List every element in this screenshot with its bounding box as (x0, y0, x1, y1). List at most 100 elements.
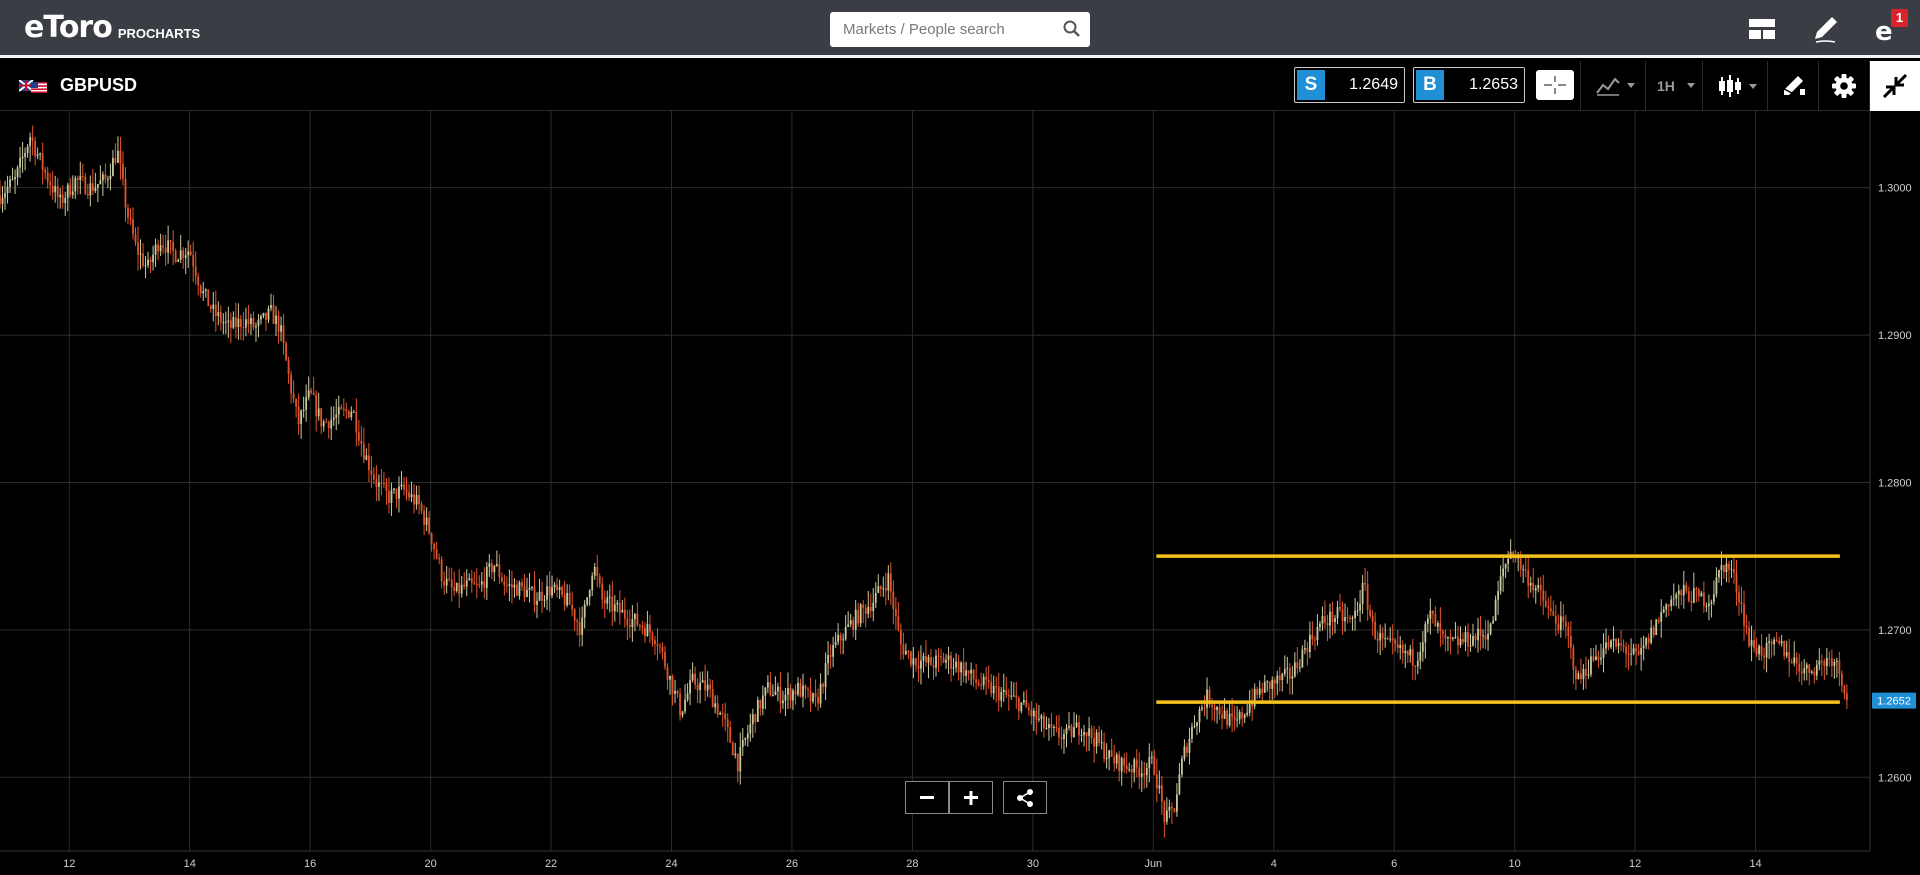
chart-type-dropdown[interactable] (1702, 61, 1766, 111)
candle (1805, 662, 1808, 681)
candle (332, 406, 335, 426)
candle (1544, 590, 1547, 608)
candle (669, 675, 671, 696)
candle (623, 597, 626, 628)
candle (1188, 727, 1191, 765)
candle (277, 310, 280, 344)
zoom-in-button[interactable] (949, 781, 993, 814)
candle (955, 653, 957, 673)
candle (1329, 603, 1331, 639)
candle (415, 485, 418, 510)
x-tick-label: 12 (1629, 858, 1641, 870)
candle (250, 313, 252, 336)
candle (556, 577, 558, 598)
candle (455, 582, 458, 593)
candle (797, 677, 799, 697)
candle (1800, 661, 1803, 686)
candle (1196, 721, 1198, 736)
candle (1838, 651, 1841, 687)
etoro-profile-icon[interactable]: e (1870, 11, 1906, 47)
zoom-out-button[interactable] (905, 781, 949, 814)
candle (302, 396, 305, 418)
crosshair-button[interactable] (1533, 61, 1579, 111)
candle (1472, 623, 1474, 647)
candle (1404, 643, 1407, 669)
candle (197, 272, 200, 296)
horizontal-grid (0, 187, 1870, 778)
candle (1597, 650, 1600, 668)
candle (1444, 629, 1447, 652)
candle (1030, 701, 1033, 725)
candle (1266, 680, 1269, 692)
candle (1680, 589, 1683, 606)
candle (320, 407, 323, 435)
candle (154, 238, 157, 268)
candle (751, 708, 754, 738)
candle (46, 166, 49, 189)
search-input[interactable] (830, 12, 1050, 47)
candle (799, 678, 802, 698)
candle (664, 645, 666, 670)
share-icon (1017, 789, 1033, 807)
candle (322, 419, 325, 432)
layout-icon[interactable] (1744, 11, 1780, 47)
price-axis[interactable]: 1.3000 1.2900 1.2800 1.2700 1.2600 (0, 111, 1912, 852)
candle (1502, 554, 1505, 592)
candle (616, 599, 619, 613)
candle (553, 582, 556, 593)
candle (945, 653, 947, 669)
edit-pencil-icon[interactable] (1807, 11, 1843, 47)
candle (1585, 656, 1587, 689)
candle (1675, 592, 1678, 607)
price-chart[interactable]: 1.3000 1.2900 1.2800 1.2700 1.2600 12 14 16 20 2… (0, 111, 1920, 875)
candle (872, 587, 875, 622)
share-button[interactable] (1003, 781, 1047, 814)
indicators-dropdown[interactable] (1580, 61, 1644, 111)
time-axis[interactable]: 12 14 16 20 22 24 26 28 30 Jun 4 6 10 12 14 (63, 858, 1762, 870)
drawing-tools-button[interactable] (1767, 61, 1817, 111)
candle (691, 662, 694, 683)
notification-badge[interactable]: 1 (1891, 9, 1908, 27)
candle (1642, 635, 1645, 661)
candle (14, 169, 16, 195)
candle (24, 147, 26, 171)
buy-button[interactable]: B 1.2653 (1413, 67, 1525, 103)
candle (292, 380, 295, 403)
candle (367, 443, 370, 483)
candlestick-icon (1719, 75, 1757, 97)
candle (1778, 636, 1781, 646)
candle (413, 484, 415, 514)
candle (1645, 636, 1648, 650)
candle (162, 234, 165, 255)
fullscreen-toggle-button[interactable] (1869, 61, 1920, 111)
candle (79, 161, 82, 195)
candle (9, 175, 11, 193)
candle (1331, 601, 1334, 636)
candle (262, 312, 265, 319)
timeframe-dropdown[interactable] (1645, 61, 1701, 111)
drawn-levels[interactable] (1156, 554, 1840, 704)
sell-button[interactable]: S 1.2649 (1294, 67, 1405, 103)
candle (315, 390, 318, 432)
candle (478, 575, 481, 589)
candle (1271, 676, 1274, 700)
candle (1677, 584, 1680, 609)
candle (1803, 659, 1806, 681)
market-search[interactable] (830, 12, 1090, 47)
candle (505, 576, 508, 593)
candle (1163, 799, 1166, 838)
etoro-logo[interactable]: eToro PROCHARTS (24, 10, 200, 45)
settings-button[interactable] (1818, 61, 1868, 111)
candle (1316, 614, 1319, 646)
candle (536, 592, 538, 619)
candle (1326, 614, 1329, 641)
candle (1434, 606, 1437, 627)
candle (1160, 775, 1163, 815)
candle (1569, 621, 1572, 660)
candle (1035, 702, 1038, 735)
candle (1017, 695, 1020, 721)
candle (96, 184, 99, 203)
candle (1539, 576, 1542, 606)
candle (561, 585, 564, 598)
search-icon[interactable] (1062, 19, 1082, 39)
